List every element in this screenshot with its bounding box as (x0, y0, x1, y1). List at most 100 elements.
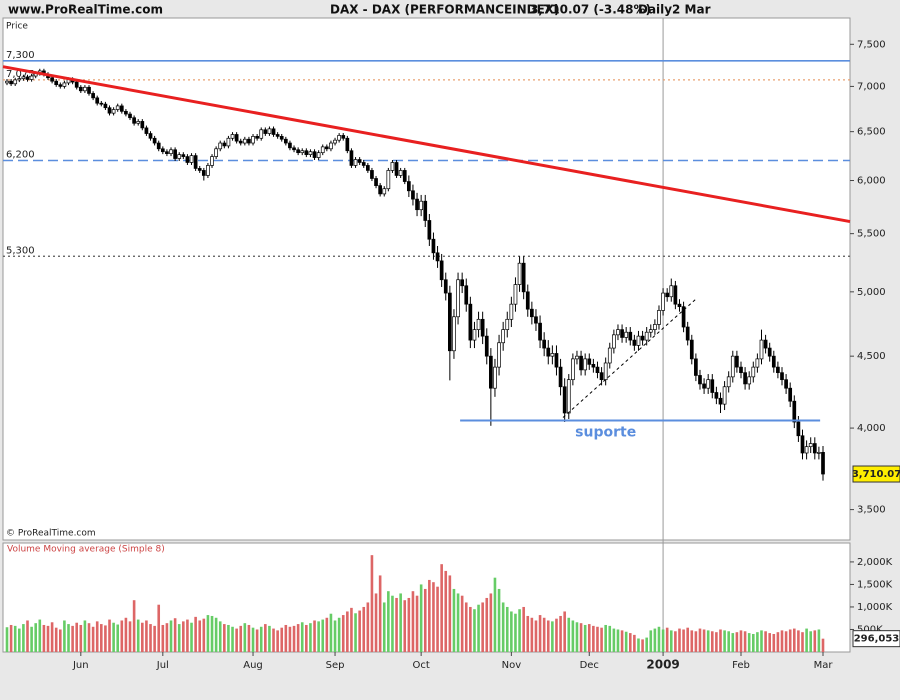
candle-body (718, 397, 723, 405)
candle-body (677, 303, 682, 308)
volume-bar (604, 624, 607, 652)
volume-bar (608, 625, 612, 652)
volume-bar (182, 621, 185, 652)
candle-body (730, 355, 735, 378)
volume-bar (469, 606, 472, 652)
candle-body (234, 134, 239, 142)
x-tick-label: Aug (243, 660, 263, 671)
y-tick-label: 4,500 (857, 351, 886, 362)
candle-body (349, 150, 354, 166)
volume-bar (735, 632, 739, 652)
candle-body (206, 165, 210, 176)
volume-bar (387, 591, 390, 652)
volume-bar (690, 630, 694, 652)
candle-body (468, 303, 473, 341)
candle-body (132, 117, 136, 124)
candle-body (91, 93, 95, 99)
volume-bar (637, 638, 640, 652)
volume-bar (686, 627, 689, 652)
volume-bar (575, 622, 579, 652)
volume-bar (354, 613, 357, 652)
volume-bar (403, 600, 407, 652)
candle-body (653, 324, 657, 330)
volume-bar (760, 630, 763, 652)
volume-bar (518, 609, 521, 652)
volume-bar (378, 575, 382, 652)
volume-bar (296, 624, 300, 652)
candle-body (341, 135, 346, 139)
candle-body (390, 162, 395, 171)
volume-bar (620, 630, 624, 652)
volume-bar (341, 615, 345, 652)
volume-bar (616, 629, 620, 652)
volume-bar (747, 633, 751, 652)
candle-body (755, 358, 760, 368)
last-price-label: 3,710.07 (852, 469, 900, 480)
volume-bar (788, 629, 792, 652)
volume-bar (501, 602, 505, 652)
volume-bar (423, 588, 427, 652)
candle-body (657, 310, 661, 325)
volume-bar (583, 624, 587, 652)
volume-bar (329, 613, 333, 652)
volume-bar (235, 628, 238, 652)
x-tick-label: Feb (732, 660, 750, 671)
volume-bar (13, 625, 17, 652)
date: 2 Mar (672, 3, 711, 17)
candle-body (714, 392, 719, 399)
volume-bar (497, 588, 501, 652)
candle-body (87, 86, 91, 94)
candle-body (406, 181, 411, 192)
volume-bar (751, 633, 755, 652)
volume-bar (132, 600, 136, 652)
volume-bar (477, 604, 480, 652)
candle-body (620, 329, 624, 338)
volume-bar (546, 620, 550, 652)
candle-body (201, 170, 206, 176)
candle-body (464, 285, 469, 305)
trendline (2, 65, 851, 224)
volume-bar (419, 584, 423, 652)
volume-bar (538, 615, 542, 652)
candle-body (497, 342, 501, 368)
volume-bar (485, 597, 489, 652)
volume-bar (395, 597, 398, 652)
candle-body (177, 154, 182, 159)
volume-bar (694, 631, 698, 652)
candle-body (448, 292, 452, 352)
volume-bar (587, 624, 591, 652)
price-panel (2, 17, 851, 541)
volume-bar (710, 631, 714, 652)
volume-bar (87, 623, 91, 652)
volume-bar (555, 618, 558, 652)
x-tick-label: Nov (502, 660, 522, 671)
candle-body (513, 284, 518, 305)
candle-body (263, 129, 268, 134)
volume-bar (370, 555, 374, 652)
candle-body (312, 151, 317, 158)
candle-body (292, 147, 296, 151)
volume-bar (227, 624, 230, 652)
volume-bar (489, 593, 493, 652)
volume-bar (91, 626, 95, 652)
volume-bar (813, 630, 817, 652)
candle-body (546, 347, 551, 357)
volume-bar (79, 624, 83, 652)
candle-body (296, 149, 300, 154)
y-tick-label: 1,500K (857, 579, 893, 590)
x-tick-label: Jul (156, 660, 169, 671)
candle-body (480, 318, 485, 337)
volume-bar (780, 630, 784, 652)
candle-body (95, 97, 100, 104)
volume-bar (280, 627, 284, 652)
candle-body (685, 326, 690, 341)
volume-bar (596, 626, 599, 652)
volume-bar (50, 622, 54, 652)
volume-bar (551, 621, 554, 652)
y-tick-label: 6,500 (857, 127, 886, 138)
candle-body (378, 185, 382, 195)
volume-bar (739, 630, 743, 652)
volume-bar (448, 575, 452, 652)
volume-bar (198, 620, 202, 652)
candle-body (689, 339, 694, 360)
